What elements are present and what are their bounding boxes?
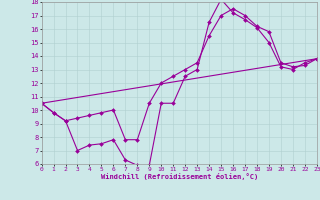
X-axis label: Windchill (Refroidissement éolien,°C): Windchill (Refroidissement éolien,°C) xyxy=(100,173,258,180)
